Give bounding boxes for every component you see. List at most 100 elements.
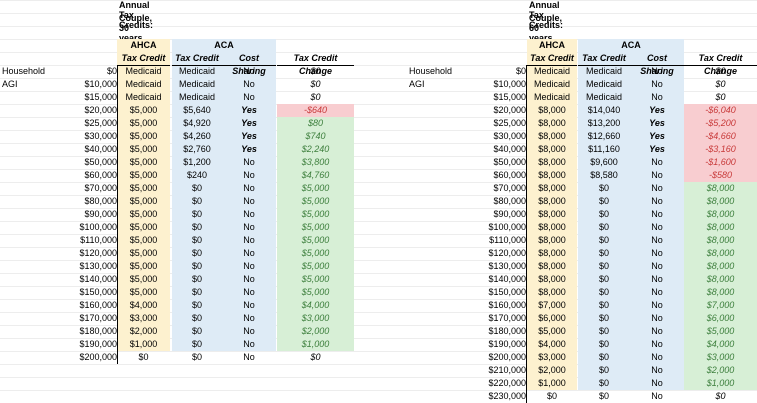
cost-sharing-cell: No xyxy=(651,170,663,180)
tax-credit-change-cell: $8,000 xyxy=(684,286,757,299)
aca-tax-credit-cell: $13,200 xyxy=(587,118,621,128)
tax-credit-change-cell: $0 xyxy=(310,92,321,102)
cost-sharing-cell: Yes xyxy=(241,131,257,141)
cost-sharing-cell: No xyxy=(651,235,663,245)
tax-credit-change-cell: $5,000 xyxy=(277,221,354,234)
ahca-tax-credit-cell: Medicaid xyxy=(125,66,162,76)
agi-cell: $110,000 xyxy=(489,235,526,245)
cost-sharing-cell: No xyxy=(243,300,255,310)
aca-tax-credit-cell: $8,580 xyxy=(590,170,618,180)
ahca-tax-credit-cell: $5,000 xyxy=(129,183,158,193)
tax-credit-change-cell: $0 xyxy=(310,79,321,89)
ahca-tax-credit-cell: $5,000 xyxy=(129,196,158,206)
ahca-tax-credit-cell: $8,000 xyxy=(538,118,566,128)
ahca-tax-credit-cell: $3,000 xyxy=(538,352,566,362)
aca-tax-credit-cell: $14,040 xyxy=(587,105,621,115)
tax-credit-change-cell: $5,000 xyxy=(277,182,354,195)
table-title: Annual Tax Credits: xyxy=(119,0,154,30)
tax-credit-change-cell: $5,000 xyxy=(684,325,757,338)
aca-tax-credit-cell: $0 xyxy=(191,300,202,310)
cost-sharing-cell: No xyxy=(651,79,663,89)
tax-credit-change-cell: $5,000 xyxy=(277,273,354,286)
tax-credit-change-cell: $740 xyxy=(277,130,354,143)
cost-sharing-cell: No xyxy=(243,209,255,219)
ahca-tax-credit-cell: $8,000 xyxy=(538,131,566,141)
aca-tax-credit-cell: $0 xyxy=(191,313,202,323)
agi-cell: $90,000 xyxy=(493,209,526,219)
agi-cell: $90,000 xyxy=(84,209,117,219)
ahca-tax-credit-cell: $8,000 xyxy=(538,196,566,206)
aca-tax-credit-cell: $0 xyxy=(598,352,609,362)
tax-credit-change-cell: $3,000 xyxy=(684,351,757,364)
cost-sharing-cell: No xyxy=(243,352,255,362)
tax-credit-change-cell: $4,000 xyxy=(277,299,354,312)
aca-tax-credit-cell: $0 xyxy=(191,235,202,245)
ahca-tax-credit-cell: $7,000 xyxy=(538,300,566,310)
aca-tax-credit-cell: $0 xyxy=(598,261,609,271)
tax-credit-change-cell: -$4,660 xyxy=(684,130,757,143)
cost-sharing-cell: No xyxy=(243,92,255,102)
agi-cell: $120,000 xyxy=(79,248,117,258)
aca-tax-credit-cell: $0 xyxy=(598,209,609,219)
col-header-cost-sharing: Cost Sharing xyxy=(630,52,684,76)
agi-cell: $10,000 xyxy=(493,79,526,89)
agi-cell: $10,000 xyxy=(84,79,117,89)
ahca-tax-credit-cell: $8,000 xyxy=(538,144,566,154)
ahca-tax-credit-cell: Medicaid xyxy=(533,66,571,76)
ahca-tax-credit-cell: $5,000 xyxy=(129,287,158,297)
ahca-tax-credit-cell: $5,000 xyxy=(538,326,566,336)
ahca-tax-credit-cell: $6,000 xyxy=(538,313,566,323)
aca-tax-credit-cell: $0 xyxy=(598,222,609,232)
aca-tax-credit-cell: $0 xyxy=(598,248,609,258)
col-header-ahca-tax-credit: Tax Credit xyxy=(117,52,170,66)
ahca-column-bg xyxy=(117,39,170,351)
aca-tax-credit-cell: $12,660 xyxy=(587,131,621,141)
ahca-tax-credit-cell: $3,000 xyxy=(129,313,158,323)
cost-sharing-cell: No xyxy=(651,326,663,336)
ahca-tax-credit-cell: Medicaid xyxy=(125,79,162,89)
agi-cell: $210,000 xyxy=(488,365,526,375)
aca-tax-credit-cell: $4,920 xyxy=(183,118,211,128)
cost-sharing-cell: No xyxy=(243,339,255,349)
aca-tax-credit-cell: $0 xyxy=(191,261,202,271)
aca-tax-credit-cell: $0 xyxy=(191,326,202,336)
aca-tax-credit-cell: Medicaid xyxy=(178,79,216,89)
cost-sharing-cell: No xyxy=(243,196,255,206)
ahca-tax-credit-cell: $8,000 xyxy=(538,170,566,180)
col-header-cost-sharing: Cost Sharing xyxy=(222,52,276,76)
cost-sharing-cell: No xyxy=(651,222,663,232)
tax-credit-change-cell: $0 xyxy=(715,391,726,401)
agi-cell: $220,000 xyxy=(488,378,526,388)
ahca-tax-credit-cell: $1,000 xyxy=(538,378,566,388)
agi-cell: $70,000 xyxy=(493,183,526,193)
agi-cell: $130,000 xyxy=(79,261,117,271)
col-header-aca-tax-credit: Tax Credit xyxy=(578,52,630,66)
aca-tax-credit-cell: Medicaid xyxy=(585,79,623,89)
ahca-tax-credit-cell: $8,000 xyxy=(538,183,566,193)
cost-sharing-cell: No xyxy=(651,248,663,258)
agi-cell: $110,000 xyxy=(80,235,117,245)
group-header-ahca: AHCA xyxy=(130,40,157,50)
tax-credit-change-cell: -$1,600 xyxy=(684,156,757,169)
tax-credit-change-cell: $8,000 xyxy=(684,182,757,195)
tax-credit-change-cell: $8,000 xyxy=(684,234,757,247)
cost-sharing-cell: No xyxy=(651,339,663,349)
ahca-tax-credit-cell: $5,000 xyxy=(129,222,158,232)
tax-credit-change-cell: $0 xyxy=(715,92,726,102)
aca-tax-credit-cell: $1,200 xyxy=(183,157,211,167)
cost-sharing-cell: No xyxy=(651,183,663,193)
ahca-tax-credit-cell: $8,000 xyxy=(538,209,566,219)
ahca-tax-credit-cell: $8,000 xyxy=(538,157,566,167)
aca-tax-credit-cell: $9,600 xyxy=(590,157,618,167)
aca-tax-credit-cell: $0 xyxy=(191,287,202,297)
aca-tax-credit-cell: $4,260 xyxy=(183,131,211,141)
ahca-tax-credit-cell: $8,000 xyxy=(538,222,566,232)
agi-cell: $170,000 xyxy=(488,313,526,323)
agi-cell: $20,000 xyxy=(84,105,117,115)
ahca-tax-credit-cell: $1,000 xyxy=(129,339,158,349)
aca-tax-credit-cell: $0 xyxy=(598,339,609,349)
agi-cell: $200,000 xyxy=(488,352,526,362)
cost-sharing-cell: No xyxy=(243,66,255,76)
cost-sharing-cell: No xyxy=(651,352,663,362)
tax-credit-change-cell: $8,000 xyxy=(684,260,757,273)
